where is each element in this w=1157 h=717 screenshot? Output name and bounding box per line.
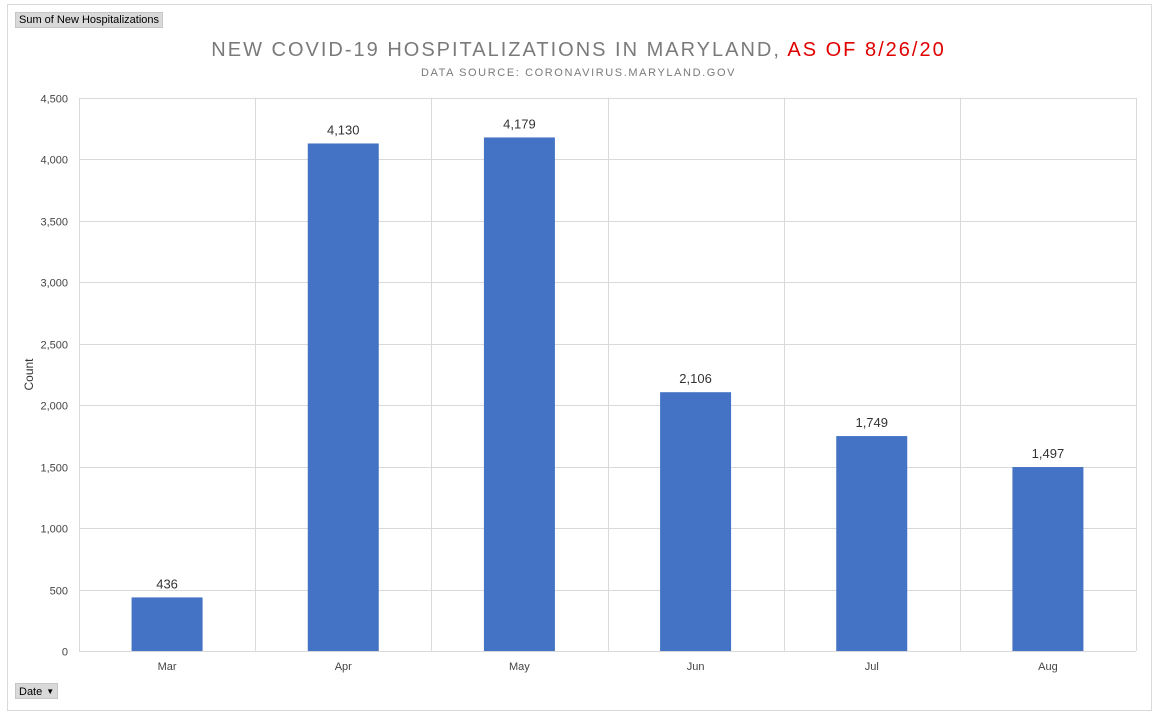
bar: [483, 137, 555, 651]
data-label: 436: [156, 576, 178, 591]
y-tick-label: 3,500: [40, 217, 68, 229]
y-tick-label: 1,000: [40, 524, 68, 536]
axis-field-button[interactable]: Date ▼: [15, 683, 59, 699]
chart-subtitle: DATA SOURCE: CORONAVIRUS.MARYLAND.GOV: [420, 67, 737, 79]
axis-field-label: Date: [19, 686, 43, 698]
bar: [1012, 467, 1084, 651]
y-tick-label: 2,500: [40, 340, 68, 352]
y-tick-label: 3,000: [40, 278, 68, 290]
chart-area: [7, 4, 1152, 711]
y-tick-label: 4,000: [40, 155, 68, 167]
chart-title: NEW COVID-19 HOSPITALIZATIONS IN MARYLAN…: [0, 39, 1157, 62]
y-tick-label: 500: [50, 586, 68, 598]
data-label: 4,130: [327, 122, 360, 137]
y-axis-title: Count: [22, 358, 36, 391]
x-tick-label: Apr: [335, 661, 352, 673]
x-tick-label: Jul: [865, 661, 879, 673]
chart-title-main: NEW COVID-19 HOSPITALIZATIONS IN MARYLAN…: [211, 39, 781, 61]
x-tick-label: Aug: [1038, 661, 1058, 673]
data-label: 1,497: [1032, 446, 1065, 461]
bar: [660, 392, 732, 651]
x-tick-label: May: [509, 661, 530, 673]
data-label: 1,749: [855, 415, 888, 430]
gridlines: [79, 98, 1137, 652]
bar: [836, 436, 908, 651]
y-tick-label: 1,500: [40, 463, 68, 475]
x-tick-label: Jun: [687, 661, 705, 673]
x-tick-label: Mar: [158, 661, 177, 673]
labels: 0 500 1,000 1,500 2,000 2,500 3,000 3,500 4,000 4…: [40, 94, 1064, 674]
bar: [131, 597, 203, 651]
bars: [131, 137, 1084, 652]
value-field-button[interactable]: Sum of New Hospitalizations: [15, 12, 164, 28]
dropdown-arrow-icon: ▼: [46, 687, 55, 696]
data-label: 4,179: [503, 116, 536, 131]
y-tick-label: 2,000: [40, 401, 68, 413]
data-label: 2,106: [679, 371, 712, 386]
bar: [307, 143, 379, 652]
chart-title-highlight: AS OF 8/26/20: [787, 39, 946, 61]
y-tick-label: 4,500: [40, 94, 68, 106]
y-tick-label: 0: [62, 647, 68, 659]
